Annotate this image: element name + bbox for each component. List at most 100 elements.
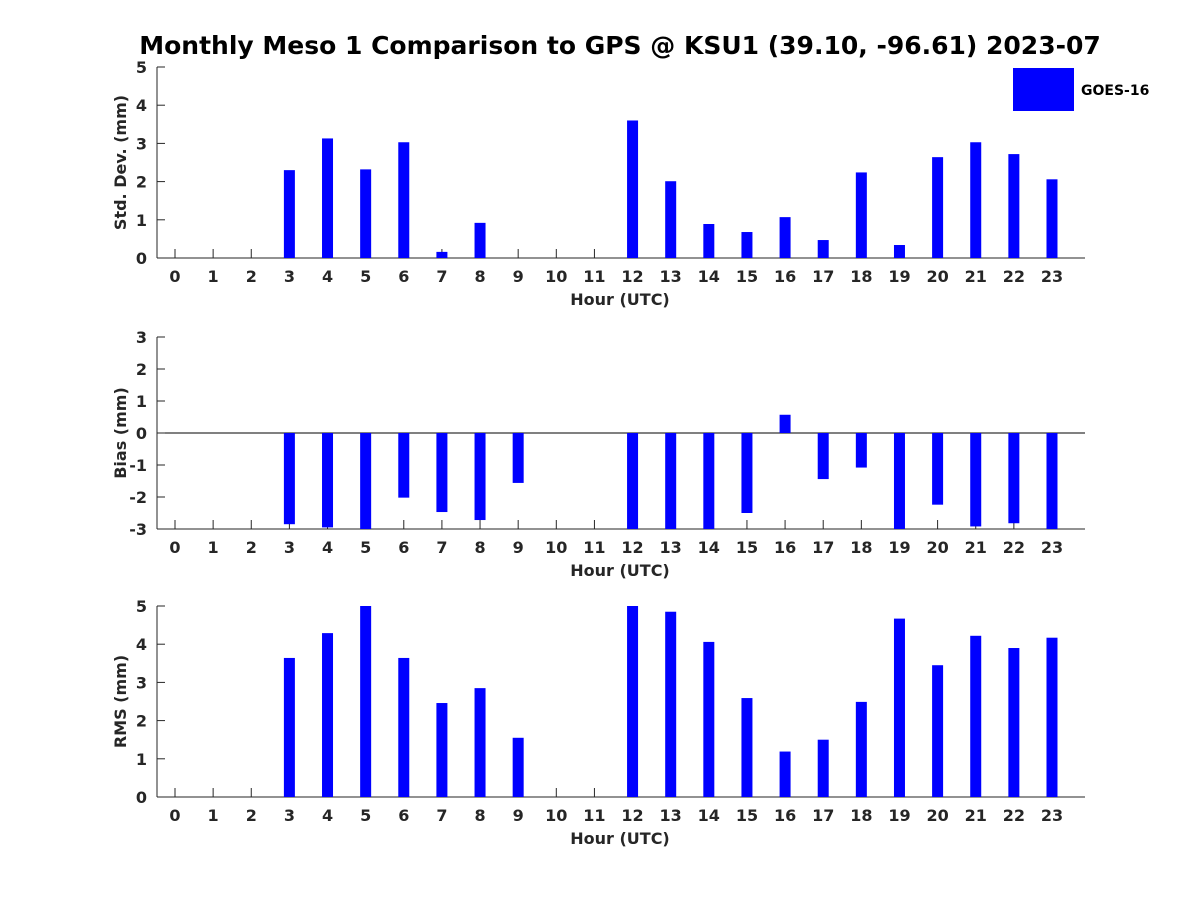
x-tick-label: 1	[208, 806, 219, 825]
x-tick-label: 2	[246, 267, 257, 286]
x-tick-label: 1	[208, 267, 219, 286]
x-tick-label: 0	[169, 267, 180, 286]
x-tick-label: 7	[436, 806, 447, 825]
x-tick-label: 2	[246, 538, 257, 557]
bar-hour-21	[970, 433, 982, 527]
x-tick-label: 5	[360, 806, 371, 825]
x-tick-label: 6	[398, 806, 409, 825]
x-tick-label: 22	[1003, 806, 1025, 825]
x-tick-label: 3	[284, 538, 295, 557]
y-tick-label: 3	[136, 673, 147, 692]
y-tick-label: 2	[136, 712, 147, 731]
bar-hour-12	[627, 606, 639, 797]
x-tick-label: 16	[774, 538, 796, 557]
bar-hour-3	[283, 170, 295, 258]
x-tick-label: 10	[545, 806, 567, 825]
x-tick-label: 20	[926, 267, 948, 286]
x-tick-label: 23	[1041, 538, 1063, 557]
bar-hour-15	[741, 232, 753, 258]
bar-hour-16	[779, 217, 791, 258]
bar-hour-5	[360, 606, 372, 797]
x-tick-label: 3	[284, 806, 295, 825]
x-tick-label: 8	[474, 267, 485, 286]
bar-hour-13	[665, 181, 677, 258]
bar-hour-20	[932, 157, 944, 258]
x-tick-label: 14	[698, 267, 720, 286]
x-axis-label: Hour (UTC)	[570, 290, 670, 309]
bar-hour-7	[436, 251, 448, 258]
bar-hour-20	[932, 665, 944, 797]
bar-hour-3	[283, 433, 295, 525]
bar-hour-5	[360, 169, 372, 258]
x-tick-label: 9	[513, 267, 524, 286]
bar-hour-15	[741, 433, 753, 513]
bar-hour-17	[817, 739, 829, 797]
x-axis-label: Hour (UTC)	[570, 829, 670, 848]
x-tick-label: 14	[698, 538, 720, 557]
y-tick-label: 0	[136, 424, 147, 443]
x-tick-label: 19	[888, 267, 910, 286]
x-tick-label: 5	[360, 267, 371, 286]
bar-hour-7	[436, 433, 448, 513]
x-tick-label: 11	[583, 267, 605, 286]
legend[interactable]: GOES-16	[1013, 68, 1149, 111]
x-tick-label: 12	[621, 267, 643, 286]
x-tick-label: 13	[660, 267, 682, 286]
x-tick-label: 4	[322, 538, 333, 557]
bar-hour-12	[627, 433, 639, 529]
x-tick-label: 14	[698, 806, 720, 825]
y-tick-label: 5	[136, 597, 147, 616]
x-tick-label: 18	[850, 806, 872, 825]
x-tick-label: 21	[965, 806, 987, 825]
bar-hour-14	[703, 641, 715, 797]
x-tick-label: 21	[965, 267, 987, 286]
y-tick-label: -3	[129, 520, 147, 539]
y-tick-label: 1	[136, 392, 147, 411]
y-axis-label: RMS (mm)	[111, 655, 130, 748]
x-tick-label: 12	[621, 806, 643, 825]
bar-hour-7	[436, 703, 448, 797]
y-tick-label: 4	[136, 635, 147, 654]
legend-label: GOES-16	[1081, 83, 1149, 99]
x-tick-label: 3	[284, 267, 295, 286]
x-tick-label: 13	[660, 806, 682, 825]
bar-hour-18	[855, 701, 867, 797]
y-axis-label: Std. Dev. (mm)	[111, 95, 130, 230]
x-tick-label: 15	[736, 267, 758, 286]
x-tick-label: 8	[474, 806, 485, 825]
x-axis-label: Hour (UTC)	[570, 561, 670, 580]
x-tick-label: 2	[246, 806, 257, 825]
y-tick-label: 2	[136, 173, 147, 192]
x-tick-label: 16	[774, 267, 796, 286]
x-tick-label: 15	[736, 538, 758, 557]
x-tick-label: 23	[1041, 806, 1063, 825]
bar-hour-13	[665, 611, 677, 797]
x-tick-label: 21	[965, 538, 987, 557]
x-tick-label: 18	[850, 538, 872, 557]
x-tick-label: 6	[398, 267, 409, 286]
bar-hour-15	[741, 698, 753, 797]
x-tick-label: 0	[169, 806, 180, 825]
bar-hour-23	[1046, 637, 1058, 797]
x-tick-label: 20	[926, 806, 948, 825]
bar-hour-21	[970, 142, 982, 258]
bar-hour-8	[474, 222, 486, 258]
y-tick-label: 3	[136, 134, 147, 153]
x-tick-label: 17	[812, 538, 834, 557]
y-tick-label: 2	[136, 360, 147, 379]
x-tick-label: 17	[812, 267, 834, 286]
x-tick-label: 8	[474, 538, 485, 557]
bar-hour-23	[1046, 433, 1058, 529]
legend-swatch	[1013, 68, 1074, 111]
y-tick-label: 0	[136, 788, 147, 807]
x-tick-label: 10	[545, 538, 567, 557]
y-tick-label: 1	[136, 750, 147, 769]
bar-hour-9	[512, 737, 524, 797]
bar-hour-9	[512, 433, 524, 483]
x-tick-label: 11	[583, 538, 605, 557]
x-tick-label: 7	[436, 538, 447, 557]
x-tick-label: 22	[1003, 267, 1025, 286]
